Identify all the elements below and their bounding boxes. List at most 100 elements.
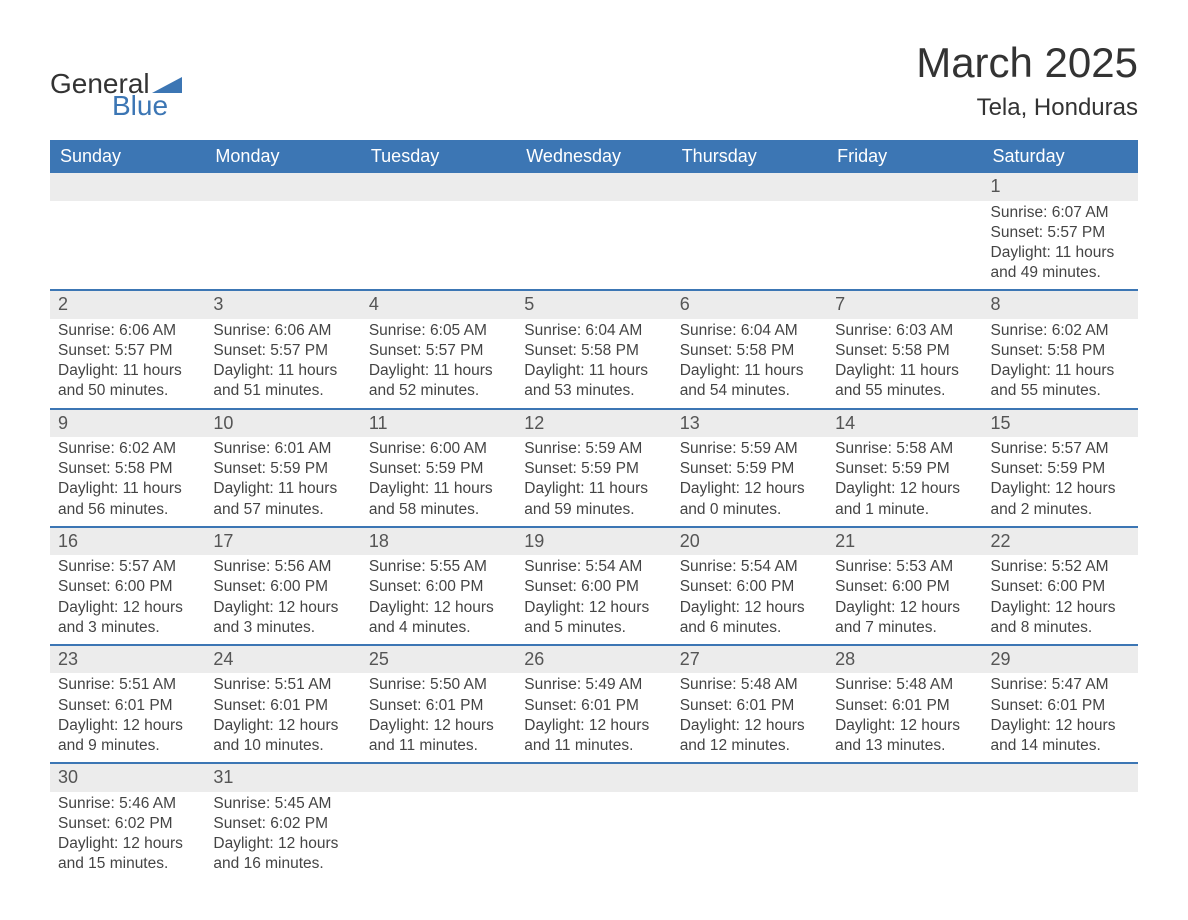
day-sunset: Sunset: 5:57 PM <box>991 223 1130 243</box>
weekday-header: Sunday <box>50 140 205 173</box>
day-daylight2: and 4 minutes. <box>369 618 508 638</box>
day-number: 10 <box>205 410 360 438</box>
day-sunrise: Sunrise: 6:06 AM <box>58 321 197 341</box>
calendar-day-cell: 6 <box>672 290 827 319</box>
day-detail: Sunrise: 6:02 AMSunset: 5:58 PMDaylight:… <box>50 437 205 526</box>
calendar-detail-cell <box>983 792 1138 881</box>
day-detail: Sunrise: 6:06 AMSunset: 5:57 PMDaylight:… <box>205 319 360 408</box>
day-daylight2: and 16 minutes. <box>213 854 352 874</box>
day-sunset: Sunset: 6:00 PM <box>524 577 663 597</box>
calendar-detail-cell: Sunrise: 5:46 AMSunset: 6:02 PMDaylight:… <box>50 792 205 881</box>
calendar-detail-cell <box>361 201 516 291</box>
calendar-day-cell: 11 <box>361 409 516 438</box>
calendar-detail-cell: Sunrise: 5:53 AMSunset: 6:00 PMDaylight:… <box>827 555 982 645</box>
calendar-detail-row: Sunrise: 5:46 AMSunset: 6:02 PMDaylight:… <box>50 792 1138 881</box>
calendar-day-cell: 17 <box>205 527 360 556</box>
day-detail: Sunrise: 5:51 AMSunset: 6:01 PMDaylight:… <box>205 673 360 762</box>
day-detail: Sunrise: 5:57 AMSunset: 5:59 PMDaylight:… <box>983 437 1138 526</box>
day-sunrise: Sunrise: 6:04 AM <box>680 321 819 341</box>
calendar-body: 1Sunrise: 6:07 AMSunset: 5:57 PMDaylight… <box>50 173 1138 880</box>
day-sunrise: Sunrise: 5:51 AM <box>213 675 352 695</box>
day-sunset: Sunset: 5:57 PM <box>58 341 197 361</box>
day-daylight1: Daylight: 12 hours <box>369 598 508 618</box>
day-detail: Sunrise: 5:45 AMSunset: 6:02 PMDaylight:… <box>205 792 360 881</box>
day-detail: Sunrise: 5:51 AMSunset: 6:01 PMDaylight:… <box>50 673 205 762</box>
day-sunset: Sunset: 5:59 PM <box>213 459 352 479</box>
calendar-detail-cell: Sunrise: 6:01 AMSunset: 5:59 PMDaylight:… <box>205 437 360 527</box>
calendar-day-cell: 26 <box>516 645 671 674</box>
day-number: 5 <box>516 291 671 319</box>
day-number: 4 <box>361 291 516 319</box>
day-daylight1: Daylight: 11 hours <box>524 479 663 499</box>
day-sunrise: Sunrise: 5:57 AM <box>991 439 1130 459</box>
day-daylight2: and 9 minutes. <box>58 736 197 756</box>
calendar-daynum-row: 16171819202122 <box>50 527 1138 556</box>
calendar-day-cell <box>361 173 516 201</box>
day-number: 31 <box>205 764 360 792</box>
day-daylight1: Daylight: 12 hours <box>835 716 974 736</box>
calendar-detail-cell: Sunrise: 6:05 AMSunset: 5:57 PMDaylight:… <box>361 319 516 409</box>
calendar-day-cell: 23 <box>50 645 205 674</box>
day-sunrise: Sunrise: 5:48 AM <box>680 675 819 695</box>
day-daylight1: Daylight: 12 hours <box>991 598 1130 618</box>
day-detail: Sunrise: 5:57 AMSunset: 6:00 PMDaylight:… <box>50 555 205 644</box>
calendar-daynum-row: 3031 <box>50 763 1138 792</box>
calendar-day-cell <box>672 173 827 201</box>
day-daylight2: and 50 minutes. <box>58 381 197 401</box>
calendar-daynum-row: 1 <box>50 173 1138 201</box>
day-sunrise: Sunrise: 5:50 AM <box>369 675 508 695</box>
calendar-detail-cell: Sunrise: 6:00 AMSunset: 5:59 PMDaylight:… <box>361 437 516 527</box>
day-detail: Sunrise: 5:55 AMSunset: 6:00 PMDaylight:… <box>361 555 516 644</box>
day-daylight1: Daylight: 11 hours <box>991 361 1130 381</box>
calendar-day-cell: 29 <box>983 645 1138 674</box>
calendar-detail-cell <box>361 792 516 881</box>
calendar-detail-cell: Sunrise: 5:54 AMSunset: 6:00 PMDaylight:… <box>672 555 827 645</box>
weekday-header: Friday <box>827 140 982 173</box>
day-number: 19 <box>516 528 671 556</box>
day-daylight1: Daylight: 12 hours <box>213 716 352 736</box>
day-sunset: Sunset: 5:58 PM <box>835 341 974 361</box>
calendar-detail-row: Sunrise: 6:02 AMSunset: 5:58 PMDaylight:… <box>50 437 1138 527</box>
day-daylight2: and 11 minutes. <box>524 736 663 756</box>
calendar-daynum-row: 9101112131415 <box>50 409 1138 438</box>
day-daylight2: and 57 minutes. <box>213 500 352 520</box>
calendar-day-cell: 31 <box>205 763 360 792</box>
calendar-day-cell: 16 <box>50 527 205 556</box>
day-daylight2: and 53 minutes. <box>524 381 663 401</box>
calendar-detail-row: Sunrise: 5:57 AMSunset: 6:00 PMDaylight:… <box>50 555 1138 645</box>
day-sunset: Sunset: 5:59 PM <box>835 459 974 479</box>
calendar-day-cell: 4 <box>361 290 516 319</box>
calendar-detail-cell: Sunrise: 5:59 AMSunset: 5:59 PMDaylight:… <box>516 437 671 527</box>
day-detail: Sunrise: 6:05 AMSunset: 5:57 PMDaylight:… <box>361 319 516 408</box>
calendar-detail-cell: Sunrise: 5:45 AMSunset: 6:02 PMDaylight:… <box>205 792 360 881</box>
day-daylight2: and 12 minutes. <box>680 736 819 756</box>
day-daylight1: Daylight: 12 hours <box>991 716 1130 736</box>
weekday-header: Thursday <box>672 140 827 173</box>
day-number: 7 <box>827 291 982 319</box>
calendar-detail-cell: Sunrise: 6:07 AMSunset: 5:57 PMDaylight:… <box>983 201 1138 291</box>
day-number: 30 <box>50 764 205 792</box>
day-daylight2: and 51 minutes. <box>213 381 352 401</box>
month-title: March 2025 <box>916 40 1138 86</box>
day-daylight1: Daylight: 12 hours <box>835 479 974 499</box>
calendar-table: Sunday Monday Tuesday Wednesday Thursday… <box>50 140 1138 880</box>
calendar-day-cell: 3 <box>205 290 360 319</box>
calendar-daynum-row: 2345678 <box>50 290 1138 319</box>
day-daylight1: Daylight: 12 hours <box>369 716 508 736</box>
calendar-detail-row: Sunrise: 6:06 AMSunset: 5:57 PM Daylight:… <box>50 319 1138 409</box>
day-daylight2: and 54 minutes. <box>680 381 819 401</box>
day-detail: Sunrise: 5:49 AMSunset: 6:01 PMDaylight:… <box>516 673 671 762</box>
calendar-day-cell <box>672 763 827 792</box>
day-sunset: Sunset: 6:01 PM <box>369 696 508 716</box>
calendar-detail-cell: Sunrise: 5:55 AMSunset: 6:00 PMDaylight:… <box>361 555 516 645</box>
day-daylight1: Daylight: 12 hours <box>680 716 819 736</box>
calendar-detail-cell: Sunrise: 5:57 AMSunset: 6:00 PMDaylight:… <box>50 555 205 645</box>
header: General Blue March 2025 Tela, Honduras <box>50 40 1138 122</box>
day-sunset: Sunset: 5:59 PM <box>680 459 819 479</box>
calendar-day-cell: 12 <box>516 409 671 438</box>
day-daylight1: Daylight: 11 hours <box>835 361 974 381</box>
day-sunrise: Sunrise: 6:04 AM <box>524 321 663 341</box>
day-sunset: Sunset: 6:01 PM <box>58 696 197 716</box>
calendar-day-cell: 13 <box>672 409 827 438</box>
calendar-detail-cell: Sunrise: 6:04 AMSunset: 5:58 PMDaylight:… <box>516 319 671 409</box>
